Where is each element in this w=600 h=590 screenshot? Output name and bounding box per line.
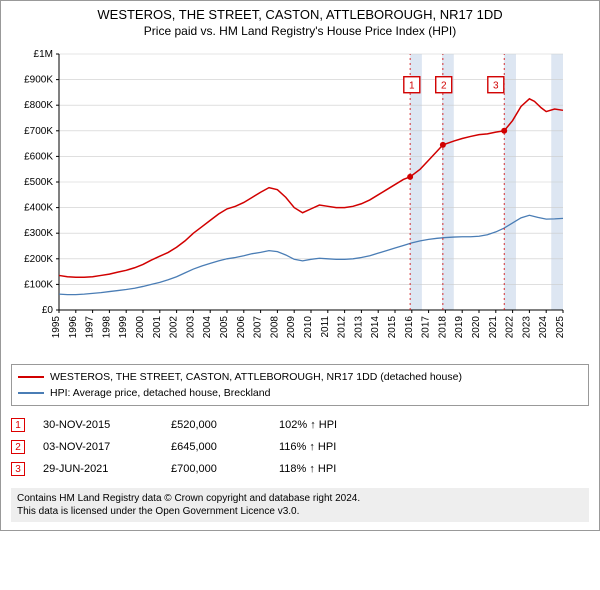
svg-text:2021: 2021 bbox=[488, 316, 499, 339]
svg-text:1999: 1999 bbox=[118, 316, 129, 339]
svg-text:2005: 2005 bbox=[219, 316, 230, 339]
svg-text:£100K: £100K bbox=[24, 279, 53, 290]
svg-text:2006: 2006 bbox=[236, 316, 247, 339]
svg-text:2013: 2013 bbox=[353, 316, 364, 339]
sale-marker-icon: 2 bbox=[11, 440, 25, 454]
chart: £0 £100K £200K £300K £400K £500K £600K £700K £80… bbox=[11, 46, 589, 356]
legend-item: HPI: Average price, detached house, Brec… bbox=[18, 385, 582, 401]
footer-line: This data is licensed under the Open Gov… bbox=[17, 505, 583, 518]
svg-text:1998: 1998 bbox=[101, 316, 112, 339]
sale-date: 03-NOV-2017 bbox=[43, 441, 153, 453]
svg-text:2024: 2024 bbox=[538, 316, 549, 339]
svg-text:£0: £0 bbox=[42, 305, 54, 316]
legend-label: HPI: Average price, detached house, Brec… bbox=[50, 387, 270, 399]
svg-text:£600K: £600K bbox=[24, 151, 53, 162]
svg-text:2019: 2019 bbox=[454, 316, 465, 339]
sale-marker-icon: 1 bbox=[11, 418, 25, 432]
footer: Contains HM Land Registry data © Crown c… bbox=[11, 488, 589, 522]
svg-text:£700K: £700K bbox=[24, 126, 53, 137]
sale-hpi: 102% ↑ HPI bbox=[279, 419, 337, 431]
svg-text:2010: 2010 bbox=[303, 316, 314, 339]
svg-text:2014: 2014 bbox=[370, 316, 381, 339]
svg-text:2011: 2011 bbox=[320, 316, 331, 338]
svg-text:1995: 1995 bbox=[51, 316, 62, 339]
svg-text:2015: 2015 bbox=[387, 316, 398, 339]
footer-line: Contains HM Land Registry data © Crown c… bbox=[17, 492, 583, 505]
svg-text:£300K: £300K bbox=[24, 228, 53, 239]
svg-text:2007: 2007 bbox=[253, 316, 264, 339]
svg-text:2023: 2023 bbox=[521, 316, 532, 339]
sale-price: £645,000 bbox=[171, 441, 261, 453]
sale-date: 29-JUN-2021 bbox=[43, 463, 153, 475]
title: WESTEROS, THE STREET, CASTON, ATTLEBOROU… bbox=[11, 7, 589, 22]
svg-text:2001: 2001 bbox=[152, 316, 163, 339]
sale-row: 3 29-JUN-2021 £700,000 118% ↑ HPI bbox=[11, 458, 589, 480]
svg-text:£500K: £500K bbox=[24, 177, 53, 188]
legend-swatch bbox=[18, 392, 44, 394]
sale-row: 1 30-NOV-2015 £520,000 102% ↑ HPI bbox=[11, 414, 589, 436]
sale-hpi: 118% ↑ HPI bbox=[279, 463, 336, 475]
subtitle: Price paid vs. HM Land Registry's House … bbox=[11, 24, 589, 38]
sale-hpi: 116% ↑ HPI bbox=[279, 441, 336, 453]
legend-swatch bbox=[18, 376, 44, 378]
svg-text:£1M: £1M bbox=[34, 49, 53, 60]
sales-table: 1 30-NOV-2015 £520,000 102% ↑ HPI 2 03-N… bbox=[11, 414, 589, 480]
sale-date: 30-NOV-2015 bbox=[43, 419, 153, 431]
sale-price: £520,000 bbox=[171, 419, 261, 431]
svg-text:£900K: £900K bbox=[24, 75, 53, 86]
svg-text:2018: 2018 bbox=[437, 316, 448, 339]
svg-text:2: 2 bbox=[441, 81, 447, 92]
svg-text:2009: 2009 bbox=[286, 316, 297, 339]
svg-text:£800K: £800K bbox=[24, 100, 53, 111]
sale-marker-icon: 3 bbox=[11, 462, 25, 476]
legend-label: WESTEROS, THE STREET, CASTON, ATTLEBOROU… bbox=[50, 371, 462, 383]
sale-price: £700,000 bbox=[171, 463, 261, 475]
svg-text:£400K: £400K bbox=[24, 203, 53, 214]
chart-svg: £0 £100K £200K £300K £400K £500K £600K £700K £80… bbox=[11, 46, 571, 356]
sale-row: 2 03-NOV-2017 £645,000 116% ↑ HPI bbox=[11, 436, 589, 458]
svg-text:1: 1 bbox=[409, 81, 415, 92]
svg-text:2003: 2003 bbox=[185, 316, 196, 339]
svg-text:2002: 2002 bbox=[169, 316, 180, 339]
svg-text:2016: 2016 bbox=[404, 316, 415, 339]
legend-item: WESTEROS, THE STREET, CASTON, ATTLEBOROU… bbox=[18, 369, 582, 385]
legend: WESTEROS, THE STREET, CASTON, ATTLEBOROU… bbox=[11, 364, 589, 406]
svg-text:1997: 1997 bbox=[85, 316, 96, 339]
svg-text:2008: 2008 bbox=[269, 316, 280, 339]
svg-text:1996: 1996 bbox=[68, 316, 79, 339]
svg-text:3: 3 bbox=[493, 81, 499, 92]
svg-text:2020: 2020 bbox=[471, 316, 482, 339]
svg-text:2025: 2025 bbox=[555, 316, 566, 339]
svg-text:2004: 2004 bbox=[202, 316, 213, 339]
svg-text:2012: 2012 bbox=[337, 316, 348, 339]
svg-text:2017: 2017 bbox=[421, 316, 432, 339]
svg-text:2000: 2000 bbox=[135, 316, 146, 339]
svg-text:2022: 2022 bbox=[505, 316, 516, 339]
chart-container: WESTEROS, THE STREET, CASTON, ATTLEBOROU… bbox=[0, 0, 600, 531]
svg-text:£200K: £200K bbox=[24, 254, 53, 265]
